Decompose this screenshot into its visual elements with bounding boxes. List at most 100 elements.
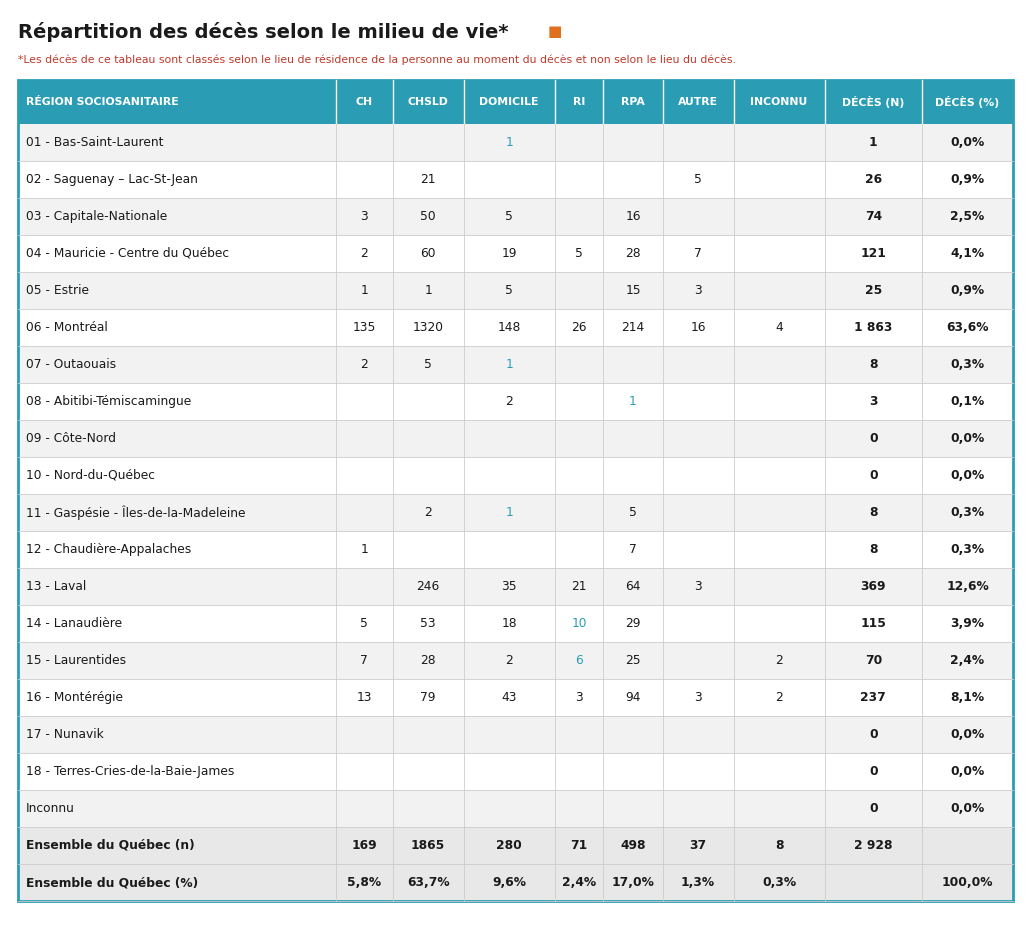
Text: 0: 0 xyxy=(869,469,877,482)
Bar xyxy=(18,80,1013,124)
Text: 09 - Côte-Nord: 09 - Côte-Nord xyxy=(26,432,117,445)
Text: 3: 3 xyxy=(694,691,702,704)
Text: 3: 3 xyxy=(694,284,702,297)
Text: 08 - Abitibi-Témiscamingue: 08 - Abitibi-Témiscamingue xyxy=(26,395,191,408)
Text: 10 - Nord-du-Québec: 10 - Nord-du-Québec xyxy=(26,469,155,482)
Text: 63,7%: 63,7% xyxy=(407,876,450,889)
Text: Répartition des décès selon le milieu de vie*: Répartition des décès selon le milieu de… xyxy=(18,22,508,42)
Bar xyxy=(18,161,1013,198)
Text: 2,4%: 2,4% xyxy=(951,654,985,667)
Text: 0: 0 xyxy=(869,802,877,815)
Text: 0,0%: 0,0% xyxy=(951,802,985,815)
Text: 0,0%: 0,0% xyxy=(951,765,985,778)
Text: 8: 8 xyxy=(869,543,877,556)
Text: 8: 8 xyxy=(869,506,877,519)
Text: 12,6%: 12,6% xyxy=(946,580,989,593)
Text: 8,1%: 8,1% xyxy=(951,691,985,704)
Text: 2 928: 2 928 xyxy=(854,839,893,852)
Text: *Les décès de ce tableau sont classés selon le lieu de résidence de la personne : *Les décès de ce tableau sont classés se… xyxy=(18,55,736,65)
Bar xyxy=(18,753,1013,790)
Text: 0,3%: 0,3% xyxy=(951,543,985,556)
Text: 13: 13 xyxy=(357,691,372,704)
Text: RI: RI xyxy=(573,97,586,107)
Text: 37: 37 xyxy=(690,839,706,852)
Text: 35: 35 xyxy=(501,580,517,593)
Text: 5: 5 xyxy=(505,284,513,297)
Text: 1,3%: 1,3% xyxy=(681,876,716,889)
Text: 0,3%: 0,3% xyxy=(951,358,985,371)
Text: 498: 498 xyxy=(621,839,645,852)
Text: 29: 29 xyxy=(625,617,640,630)
Bar xyxy=(18,790,1013,827)
Text: 1: 1 xyxy=(360,543,368,556)
Bar xyxy=(18,679,1013,716)
Text: 5: 5 xyxy=(575,247,583,260)
Text: 79: 79 xyxy=(421,691,436,704)
Text: 26: 26 xyxy=(571,321,587,334)
Text: 246: 246 xyxy=(417,580,440,593)
Bar xyxy=(18,827,1013,864)
Text: 13 - Laval: 13 - Laval xyxy=(26,580,87,593)
Text: 0,9%: 0,9% xyxy=(951,284,985,297)
Text: 14 - Lanaudière: 14 - Lanaudière xyxy=(26,617,122,630)
Text: 04 - Mauricie - Centre du Québec: 04 - Mauricie - Centre du Québec xyxy=(26,247,229,260)
Text: RPA: RPA xyxy=(621,97,644,107)
Text: 6: 6 xyxy=(575,654,583,667)
Text: 0: 0 xyxy=(869,432,877,445)
Text: 16 - Montérégie: 16 - Montérégie xyxy=(26,691,123,704)
Text: 74: 74 xyxy=(865,210,882,223)
Text: 11 - Gaspésie - Îles-de-la-Madeleine: 11 - Gaspésie - Îles-de-la-Madeleine xyxy=(26,506,245,519)
Text: 17 - Nunavik: 17 - Nunavik xyxy=(26,728,104,741)
Text: DÉCÈS (N): DÉCÈS (N) xyxy=(842,96,904,108)
Text: INCONNU: INCONNU xyxy=(751,97,807,107)
Text: 3,9%: 3,9% xyxy=(951,617,985,630)
Text: 06 - Montréal: 06 - Montréal xyxy=(26,321,108,334)
Bar xyxy=(18,420,1013,457)
Bar xyxy=(18,642,1013,679)
Text: 18: 18 xyxy=(501,617,517,630)
Text: 100,0%: 100,0% xyxy=(941,876,993,889)
Text: 0,0%: 0,0% xyxy=(951,728,985,741)
Text: 12 - Chaudière-Appalaches: 12 - Chaudière-Appalaches xyxy=(26,543,191,556)
Text: 0,0%: 0,0% xyxy=(951,432,985,445)
Text: 70: 70 xyxy=(865,654,882,667)
Text: 17,0%: 17,0% xyxy=(611,876,655,889)
Bar xyxy=(18,457,1013,494)
Text: 1: 1 xyxy=(505,506,513,519)
Bar xyxy=(18,605,1013,642)
Text: AUTRE: AUTRE xyxy=(678,97,719,107)
Bar xyxy=(18,235,1013,272)
Text: 94: 94 xyxy=(625,691,640,704)
Text: 115: 115 xyxy=(860,617,887,630)
Text: 1865: 1865 xyxy=(411,839,445,852)
Bar xyxy=(18,716,1013,753)
Text: 5: 5 xyxy=(694,173,702,186)
Bar xyxy=(18,80,1013,901)
Text: 21: 21 xyxy=(421,173,436,186)
Text: 1: 1 xyxy=(869,136,877,149)
Bar xyxy=(18,568,1013,605)
Text: 03 - Capitale-Nationale: 03 - Capitale-Nationale xyxy=(26,210,167,223)
Text: 25: 25 xyxy=(625,654,641,667)
Text: 2: 2 xyxy=(775,691,783,704)
Text: 2,5%: 2,5% xyxy=(951,210,985,223)
Text: 10: 10 xyxy=(571,617,587,630)
Text: 05 - Estrie: 05 - Estrie xyxy=(26,284,89,297)
Text: 02 - Saguenay – Lac-St-Jean: 02 - Saguenay – Lac-St-Jean xyxy=(26,173,198,186)
Text: 0,3%: 0,3% xyxy=(762,876,796,889)
Text: 01 - Bas-Saint-Laurent: 01 - Bas-Saint-Laurent xyxy=(26,136,164,149)
Text: 7: 7 xyxy=(629,543,637,556)
Text: 0,1%: 0,1% xyxy=(951,395,985,408)
Text: 07 - Outaouais: 07 - Outaouais xyxy=(26,358,117,371)
Text: 3: 3 xyxy=(869,395,877,408)
Bar xyxy=(18,531,1013,568)
Text: 9,6%: 9,6% xyxy=(492,876,526,889)
Text: RÉGION SOCIOSANITAIRE: RÉGION SOCIOSANITAIRE xyxy=(26,97,178,107)
Text: 2: 2 xyxy=(360,358,368,371)
Text: 237: 237 xyxy=(861,691,887,704)
Text: 8: 8 xyxy=(775,839,784,852)
Text: 3: 3 xyxy=(360,210,368,223)
Bar xyxy=(18,346,1013,383)
Text: 7: 7 xyxy=(694,247,702,260)
Text: 2: 2 xyxy=(775,654,783,667)
